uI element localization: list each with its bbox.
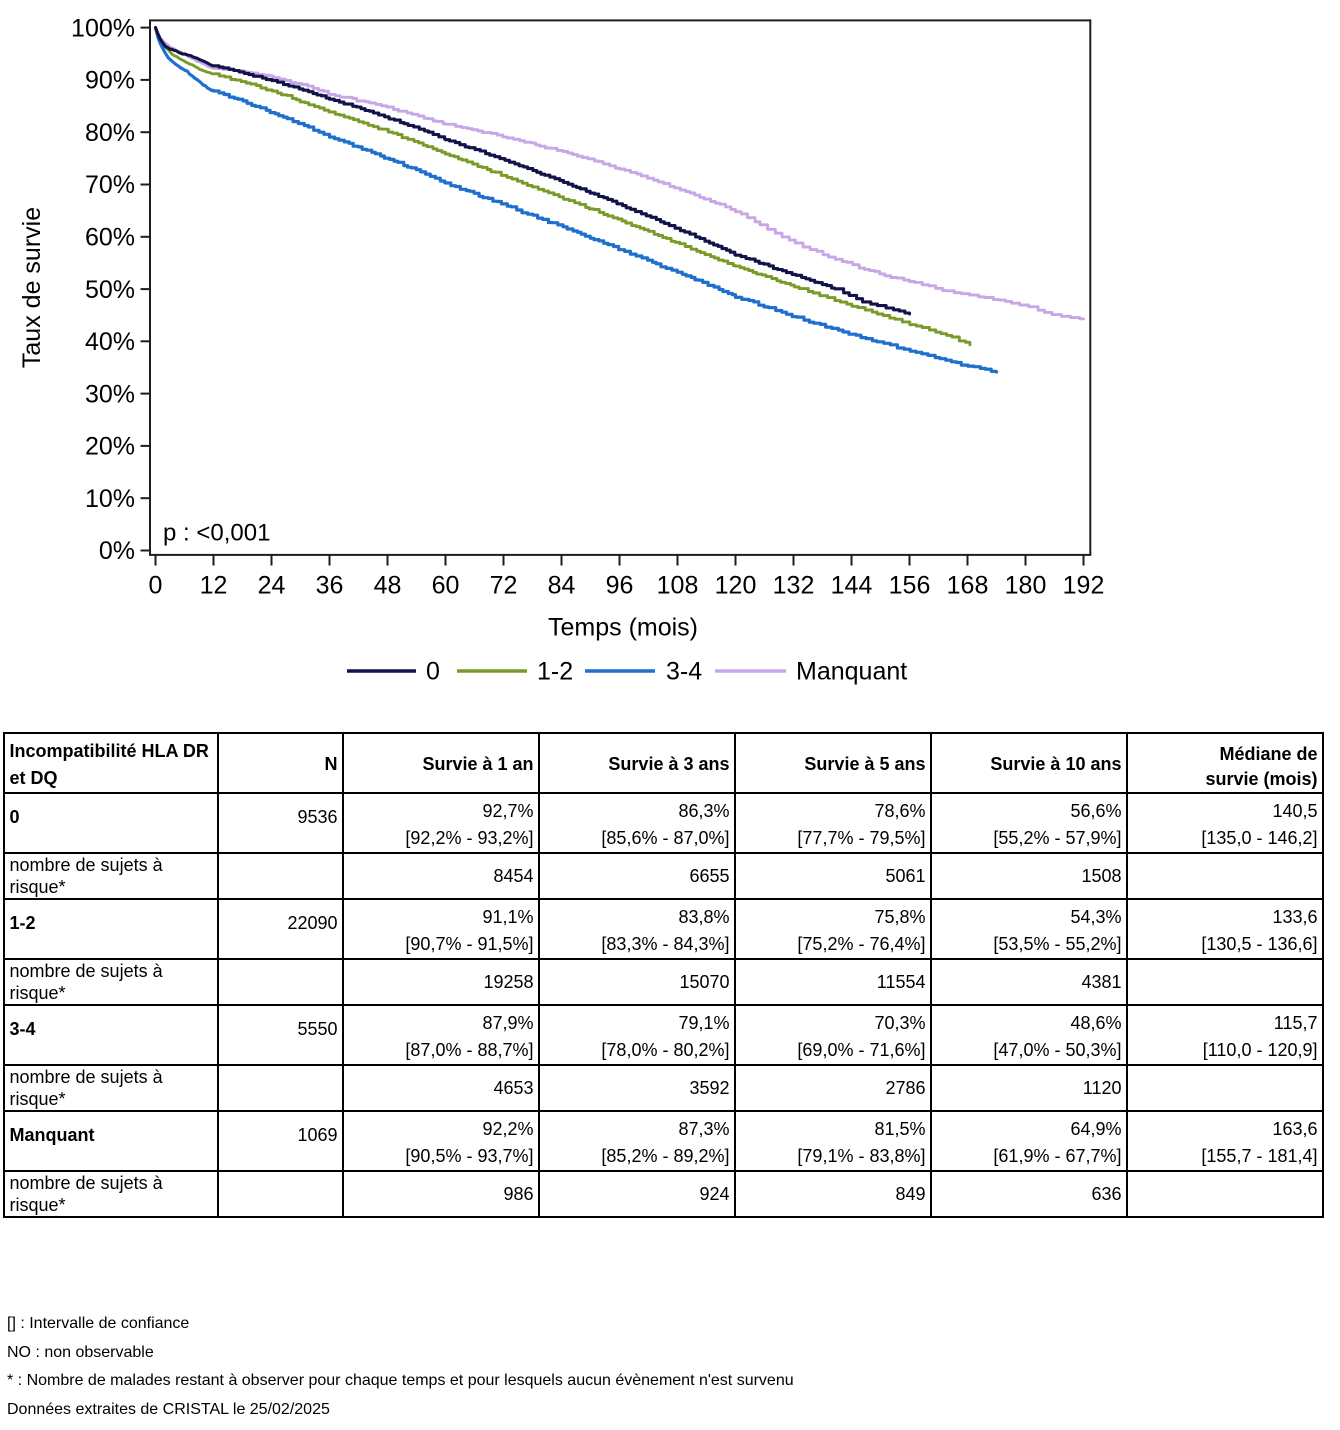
svg-text:p : <0,001: p : <0,001 <box>163 520 270 547</box>
svg-text:80%: 80% <box>85 119 135 147</box>
svg-text:3-4: 3-4 <box>666 658 702 686</box>
svg-text:40%: 40% <box>85 328 135 356</box>
svg-text:192: 192 <box>1063 572 1105 600</box>
svg-text:72: 72 <box>490 572 518 600</box>
svg-text:Temps (mois): Temps (mois) <box>548 613 698 641</box>
svg-text:168: 168 <box>947 572 989 600</box>
svg-text:0: 0 <box>426 658 440 686</box>
svg-text:84: 84 <box>548 572 576 600</box>
svg-text:90%: 90% <box>85 67 135 95</box>
svg-text:30%: 30% <box>85 380 135 408</box>
svg-text:36: 36 <box>316 572 344 600</box>
svg-text:120: 120 <box>715 572 757 600</box>
svg-text:156: 156 <box>889 572 931 600</box>
svg-text:96: 96 <box>606 572 634 600</box>
svg-text:108: 108 <box>657 572 699 600</box>
svg-text:Manquant: Manquant <box>796 658 907 686</box>
svg-text:0: 0 <box>149 572 163 600</box>
svg-text:1-2: 1-2 <box>537 658 573 686</box>
svg-text:60: 60 <box>432 572 460 600</box>
svg-text:48: 48 <box>374 572 402 600</box>
svg-text:20%: 20% <box>85 433 135 461</box>
svg-text:Taux de survie: Taux de survie <box>18 207 46 368</box>
svg-text:50%: 50% <box>85 276 135 304</box>
svg-text:60%: 60% <box>85 224 135 252</box>
svg-text:24: 24 <box>258 572 286 600</box>
svg-text:144: 144 <box>831 572 873 600</box>
svg-text:100%: 100% <box>71 14 135 42</box>
svg-text:10%: 10% <box>85 485 135 513</box>
svg-text:132: 132 <box>773 572 815 600</box>
svg-text:70%: 70% <box>85 171 135 199</box>
svg-text:0%: 0% <box>99 537 135 565</box>
svg-text:12: 12 <box>200 572 228 600</box>
svg-text:180: 180 <box>1005 572 1047 600</box>
